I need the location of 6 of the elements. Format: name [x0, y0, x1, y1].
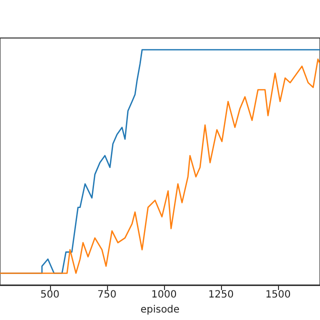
x-axis-title: episode [140, 304, 180, 316]
x-tick-label: 750 [97, 290, 117, 300]
x-tick-label: 500 [40, 290, 60, 300]
x-tick-label: 1000 [151, 290, 177, 300]
x-tick-label: 1500 [265, 290, 291, 300]
x-tick-label: 1250 [208, 290, 234, 300]
